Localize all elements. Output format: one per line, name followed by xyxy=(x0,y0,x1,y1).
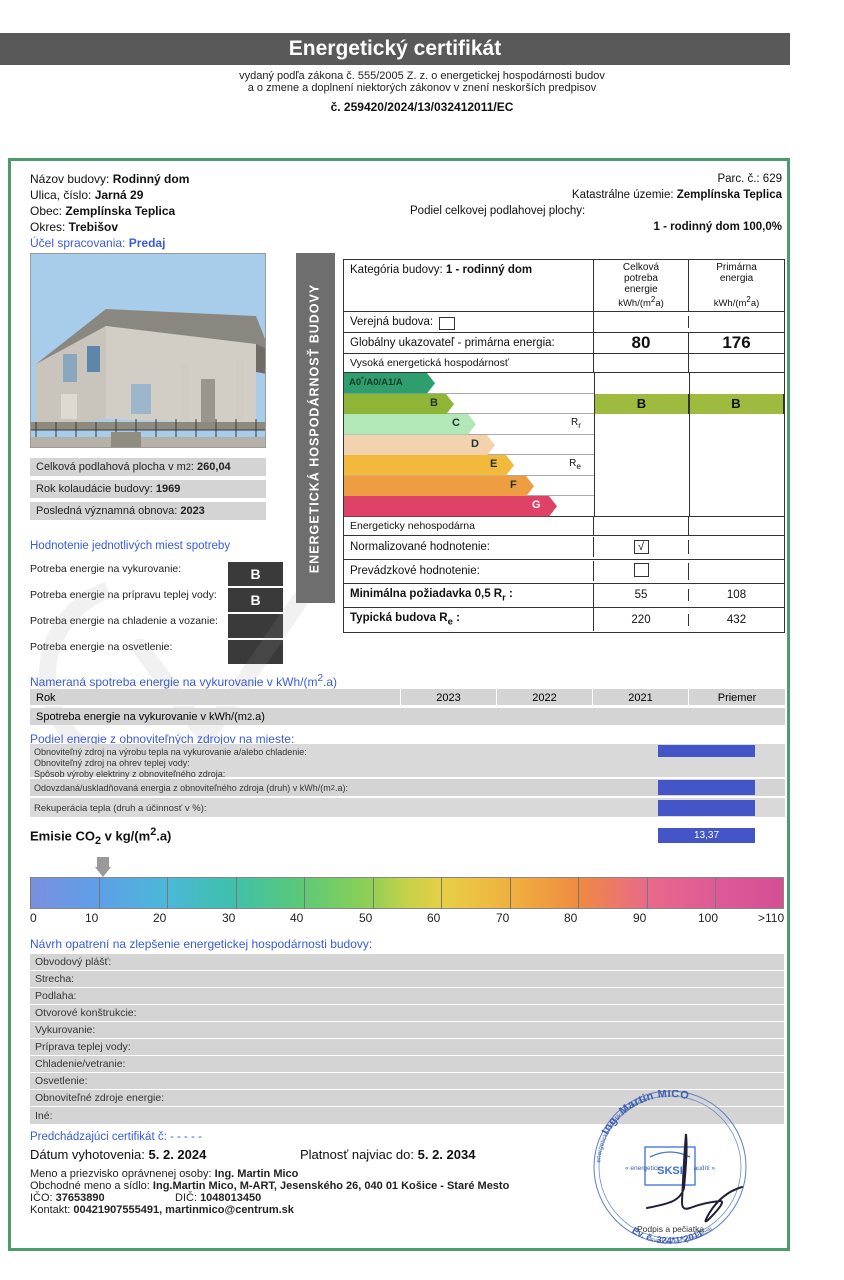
svg-text:« energetici: « energetici xyxy=(625,1165,659,1172)
svg-text:SKSI: SKSI xyxy=(657,1165,683,1177)
svg-text:audíti »: audíti » xyxy=(694,1165,716,1172)
